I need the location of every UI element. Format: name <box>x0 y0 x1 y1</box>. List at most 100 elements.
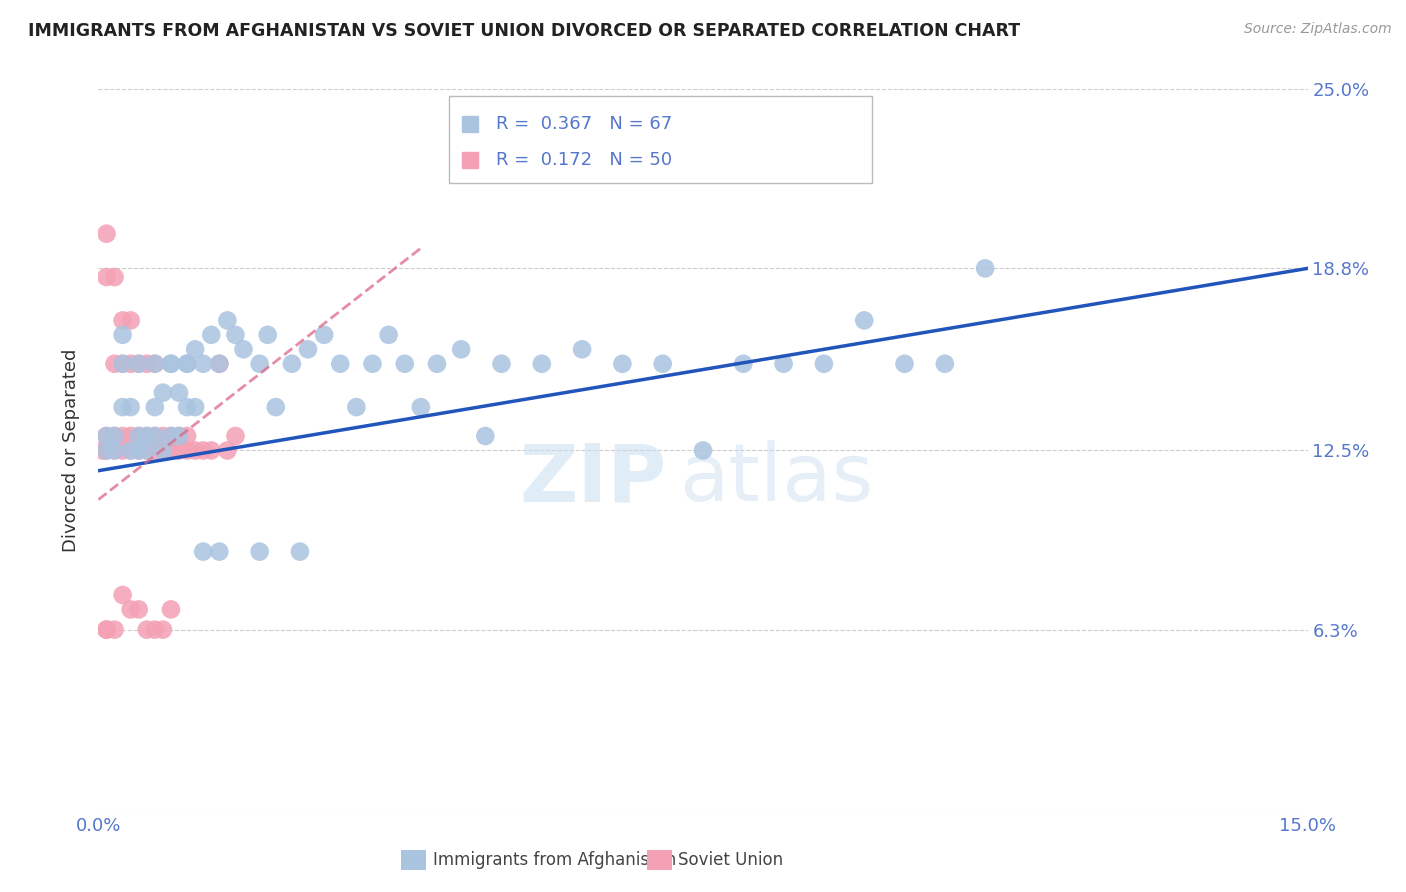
Point <box>128 357 150 371</box>
Point <box>193 357 215 371</box>
Point <box>160 443 183 458</box>
Point <box>111 400 134 414</box>
Y-axis label: Divorced or Separated: Divorced or Separated <box>62 349 80 552</box>
Point <box>288 544 311 558</box>
Text: Soviet Union: Soviet Union <box>678 851 783 869</box>
Text: IMMIGRANTS FROM AFGHANISTAN VS SOVIET UNION DIVORCED OR SEPARATED CORRELATION CH: IMMIGRANTS FROM AFGHANISTAN VS SOVIET UN… <box>28 22 1021 40</box>
Point <box>377 327 399 342</box>
Text: R =  0.367   N = 67: R = 0.367 N = 67 <box>496 115 672 133</box>
Point <box>135 357 157 371</box>
Point <box>103 357 125 371</box>
Point <box>167 385 190 400</box>
Point <box>135 429 157 443</box>
Point <box>176 429 198 443</box>
Point <box>152 385 174 400</box>
Point <box>128 357 150 371</box>
Point <box>120 400 142 414</box>
Point <box>394 357 416 371</box>
Text: ZIP: ZIP <box>519 441 666 518</box>
Point <box>772 357 794 371</box>
Text: Source: ZipAtlas.com: Source: ZipAtlas.com <box>1244 22 1392 37</box>
Point <box>103 429 125 443</box>
Point <box>361 357 384 371</box>
Point <box>530 357 553 371</box>
Point <box>96 623 118 637</box>
Point <box>176 400 198 414</box>
Point <box>167 429 190 443</box>
Point <box>143 400 166 414</box>
Point <box>135 443 157 458</box>
Point <box>111 588 134 602</box>
Point <box>160 429 183 443</box>
Point <box>813 357 835 371</box>
Point <box>217 443 239 458</box>
Point <box>143 429 166 443</box>
Point <box>96 443 118 458</box>
Point <box>224 429 246 443</box>
Point <box>111 327 134 342</box>
Point <box>200 327 222 342</box>
Point <box>91 443 114 458</box>
Point <box>143 357 166 371</box>
Point <box>96 429 118 443</box>
Point <box>128 429 150 443</box>
Point <box>120 313 142 327</box>
Point <box>314 327 336 342</box>
Point <box>120 443 142 458</box>
Point <box>733 357 755 371</box>
Text: Immigrants from Afghanistan: Immigrants from Afghanistan <box>433 851 676 869</box>
Point <box>111 429 134 443</box>
Point <box>160 357 183 371</box>
Point <box>224 327 246 342</box>
Point <box>120 602 142 616</box>
Point <box>128 443 150 458</box>
Point <box>208 357 231 371</box>
Point <box>160 357 183 371</box>
Point <box>160 429 183 443</box>
Point <box>167 429 190 443</box>
Point <box>167 443 190 458</box>
Point <box>143 623 166 637</box>
Point <box>974 261 997 276</box>
Point <box>612 357 634 371</box>
Point <box>96 623 118 637</box>
Point <box>103 443 125 458</box>
Point <box>135 443 157 458</box>
Point <box>152 429 174 443</box>
Point <box>297 343 319 357</box>
Point <box>208 357 231 371</box>
Point <box>96 270 118 285</box>
Point <box>426 357 449 371</box>
Point <box>111 313 134 327</box>
Point <box>232 343 254 357</box>
Point <box>103 429 125 443</box>
Point <box>160 602 183 616</box>
Point <box>176 357 198 371</box>
Point <box>281 357 304 371</box>
Point <box>184 443 207 458</box>
Point <box>893 357 915 371</box>
Point <box>135 429 157 443</box>
Point <box>103 270 125 285</box>
Point <box>176 443 198 458</box>
Point <box>120 443 142 458</box>
Point <box>143 443 166 458</box>
Point <box>184 400 207 414</box>
Point <box>111 357 134 371</box>
Point <box>96 227 118 241</box>
Point <box>249 544 271 558</box>
Text: R =  0.172   N = 50: R = 0.172 N = 50 <box>496 151 672 169</box>
Point <box>256 327 278 342</box>
Point <box>249 357 271 371</box>
Point <box>128 429 150 443</box>
Point <box>651 357 673 371</box>
Point <box>344 400 367 414</box>
Point <box>103 623 125 637</box>
Point <box>143 357 166 371</box>
Text: atlas: atlas <box>679 441 873 518</box>
Point <box>409 400 432 414</box>
Point <box>692 443 714 458</box>
Point <box>96 429 118 443</box>
Point <box>111 443 134 458</box>
Point <box>176 357 198 371</box>
